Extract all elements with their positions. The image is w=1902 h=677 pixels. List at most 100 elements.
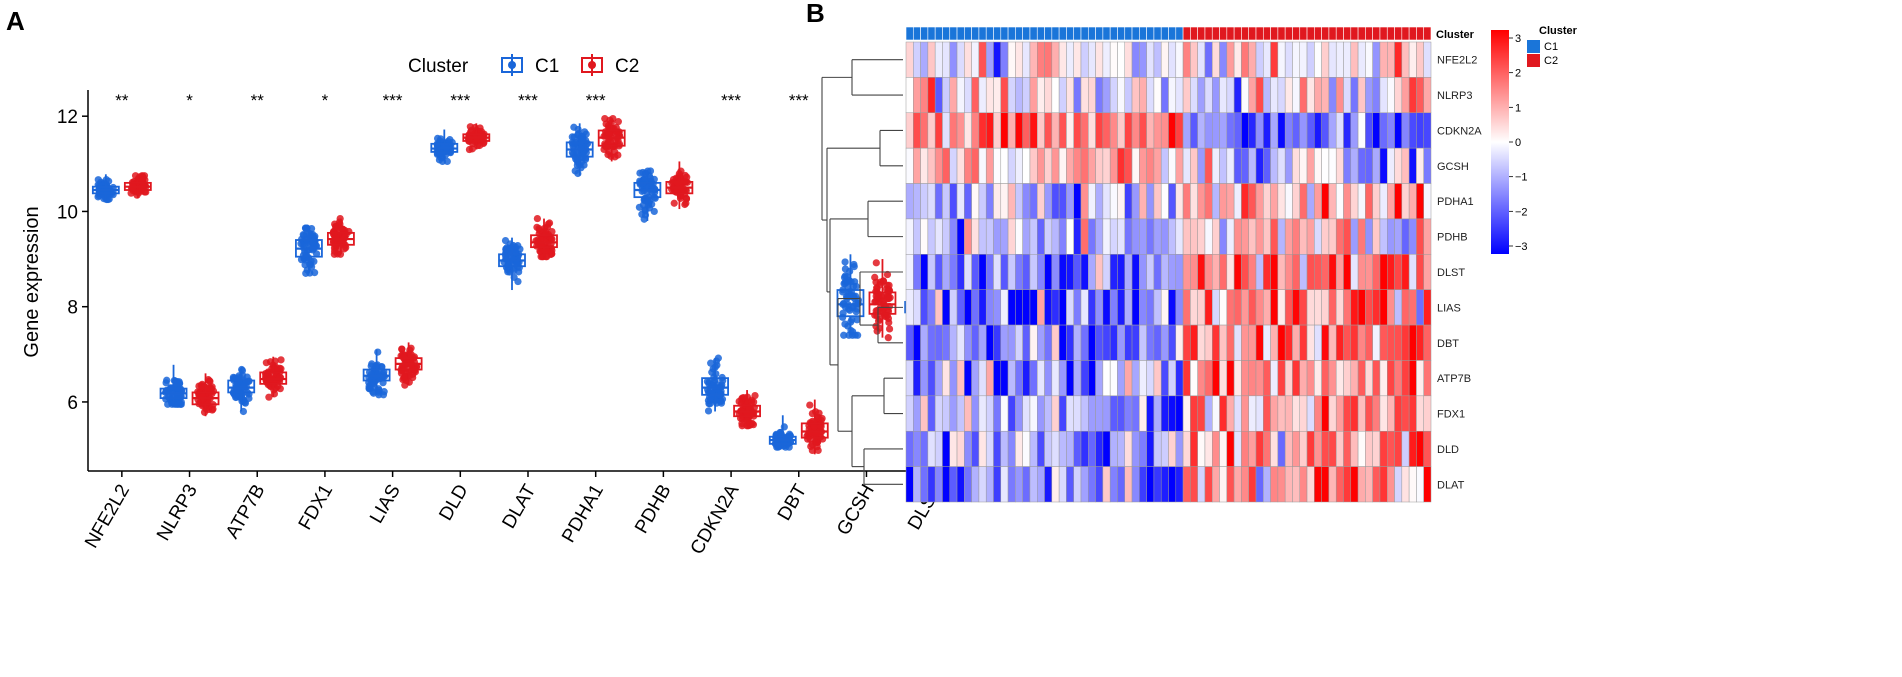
- heatmap-cell: [1182, 289, 1191, 326]
- annotation-cell-c2: [1408, 26, 1417, 41]
- heatmap-cell: [1255, 324, 1264, 361]
- data-point: [536, 226, 544, 235]
- heatmap-cell: [1255, 147, 1264, 184]
- colorbar-tick-label: −3: [1515, 241, 1528, 253]
- data-point: [205, 377, 214, 385]
- x-tick-label: DLD: [435, 481, 472, 524]
- annotation-cell-c2: [1190, 26, 1198, 41]
- data-point: [703, 377, 712, 386]
- annotation-cell-c1: [985, 26, 994, 41]
- heatmap-cell: [1387, 147, 1395, 184]
- significance-label: ***: [721, 91, 741, 110]
- heatmap-cell: [1197, 218, 1206, 255]
- heatmap-cell: [1007, 430, 1016, 467]
- heatmap-cell: [1263, 254, 1271, 290]
- heatmap-cell: [1321, 289, 1330, 326]
- heatmap-cell: [1335, 254, 1344, 290]
- heatmap-cell: [1015, 324, 1023, 361]
- heatmap-cell: [1066, 147, 1074, 184]
- heatmap-cell: [978, 360, 987, 397]
- heatmap-cell: [1408, 430, 1417, 467]
- heatmap-cell: [1306, 395, 1315, 432]
- annotation-cell-c2: [1270, 26, 1279, 41]
- heatmap-cell: [1044, 218, 1053, 255]
- heatmap-cell: [927, 147, 936, 184]
- heatmap-cell: [1066, 77, 1074, 114]
- heatmap-cell: [1197, 466, 1206, 503]
- heatmap-cell: [1007, 466, 1016, 503]
- heatmap-cell: [1241, 395, 1249, 432]
- heatmap-cell: [1321, 112, 1330, 149]
- annotation-cell-c1: [1022, 26, 1031, 41]
- heatmap-cell: [1044, 289, 1053, 326]
- heatmap-cell: [956, 254, 965, 290]
- heatmap-row-cdkn2a: [905, 112, 1432, 149]
- heatmap-cell: [1270, 147, 1279, 184]
- heatmap-cell: [1160, 254, 1169, 290]
- heatmap-cell: [956, 112, 965, 149]
- heatmap-cell: [1401, 324, 1410, 361]
- heatmap-cell: [934, 77, 943, 114]
- heatmap-cell: [1044, 466, 1053, 503]
- heatmap-cell: [1015, 430, 1023, 467]
- heatmap-cell: [1204, 218, 1213, 255]
- annotation-cell-c1: [1102, 26, 1111, 41]
- heatmap-cell: [1109, 41, 1118, 78]
- heatmap-cell: [1343, 112, 1352, 149]
- heatmap-cell: [1343, 77, 1352, 114]
- annotation-cell-c1: [1044, 26, 1053, 41]
- heatmap-cell: [1044, 112, 1053, 149]
- data-point: [548, 235, 556, 243]
- data-point: [636, 169, 644, 177]
- heatmap-cell: [1124, 289, 1133, 326]
- heatmap-cell: [971, 254, 980, 290]
- heatmap-cell: [1248, 324, 1257, 361]
- heatmap-cell: [1372, 289, 1381, 326]
- heatmap-cell: [1131, 254, 1140, 290]
- data-point: [374, 348, 382, 356]
- heatmap-cell: [1153, 77, 1162, 114]
- heatmap-cell: [913, 77, 921, 114]
- data-point: [433, 134, 442, 143]
- heatmap-cell: [1182, 430, 1191, 467]
- heatmap-cells: [905, 41, 1432, 503]
- y-axis-title: Gene expression: [21, 206, 43, 357]
- heatmap-cell: [1255, 218, 1264, 255]
- heatmap-cell: [1015, 218, 1023, 255]
- heatmap-cell: [1423, 254, 1432, 290]
- heatmap-cell: [1175, 430, 1184, 467]
- heatmap-cell: [1379, 218, 1388, 255]
- heatmap-cell: [1190, 183, 1198, 220]
- heatmap-cell: [1007, 183, 1016, 220]
- heatmap-cell: [1117, 360, 1126, 397]
- heatmap-cell: [1299, 430, 1308, 467]
- x-tick-label: PDHB: [631, 481, 676, 537]
- heatmap-cell: [1233, 430, 1242, 467]
- heatmap-cell: [1139, 466, 1147, 503]
- heatmap-cell: [1226, 218, 1235, 255]
- heatmap-cell: [927, 324, 936, 361]
- heatmap-cell: [1175, 254, 1184, 290]
- heatmap-cell: [1160, 77, 1169, 114]
- heatmap-cell: [1401, 112, 1410, 149]
- heatmap-cell: [1212, 183, 1220, 220]
- heatmap-cell: [1292, 183, 1301, 220]
- heatmap-cell: [993, 430, 1002, 467]
- x-tick-label: PDHA1: [558, 481, 608, 546]
- heatmap-cell: [1416, 360, 1424, 397]
- heatmap-cell: [1328, 218, 1337, 255]
- heatmap-cell: [1190, 112, 1198, 149]
- heatmap-cell: [1124, 360, 1133, 397]
- heatmap-cell: [1007, 395, 1016, 432]
- heatmap-cell: [913, 289, 921, 326]
- box-c2-nlrp3: [191, 373, 220, 417]
- data-point: [443, 157, 451, 166]
- heatmap-cell: [1204, 430, 1213, 467]
- heatmap-cell: [1219, 289, 1228, 326]
- data-point: [646, 167, 655, 175]
- heatmap-cell: [913, 183, 921, 220]
- heatmap-cell: [1255, 183, 1264, 220]
- heatmap-cell: [905, 183, 914, 220]
- heatmap-cell: [1190, 430, 1198, 467]
- data-point: [571, 167, 579, 175]
